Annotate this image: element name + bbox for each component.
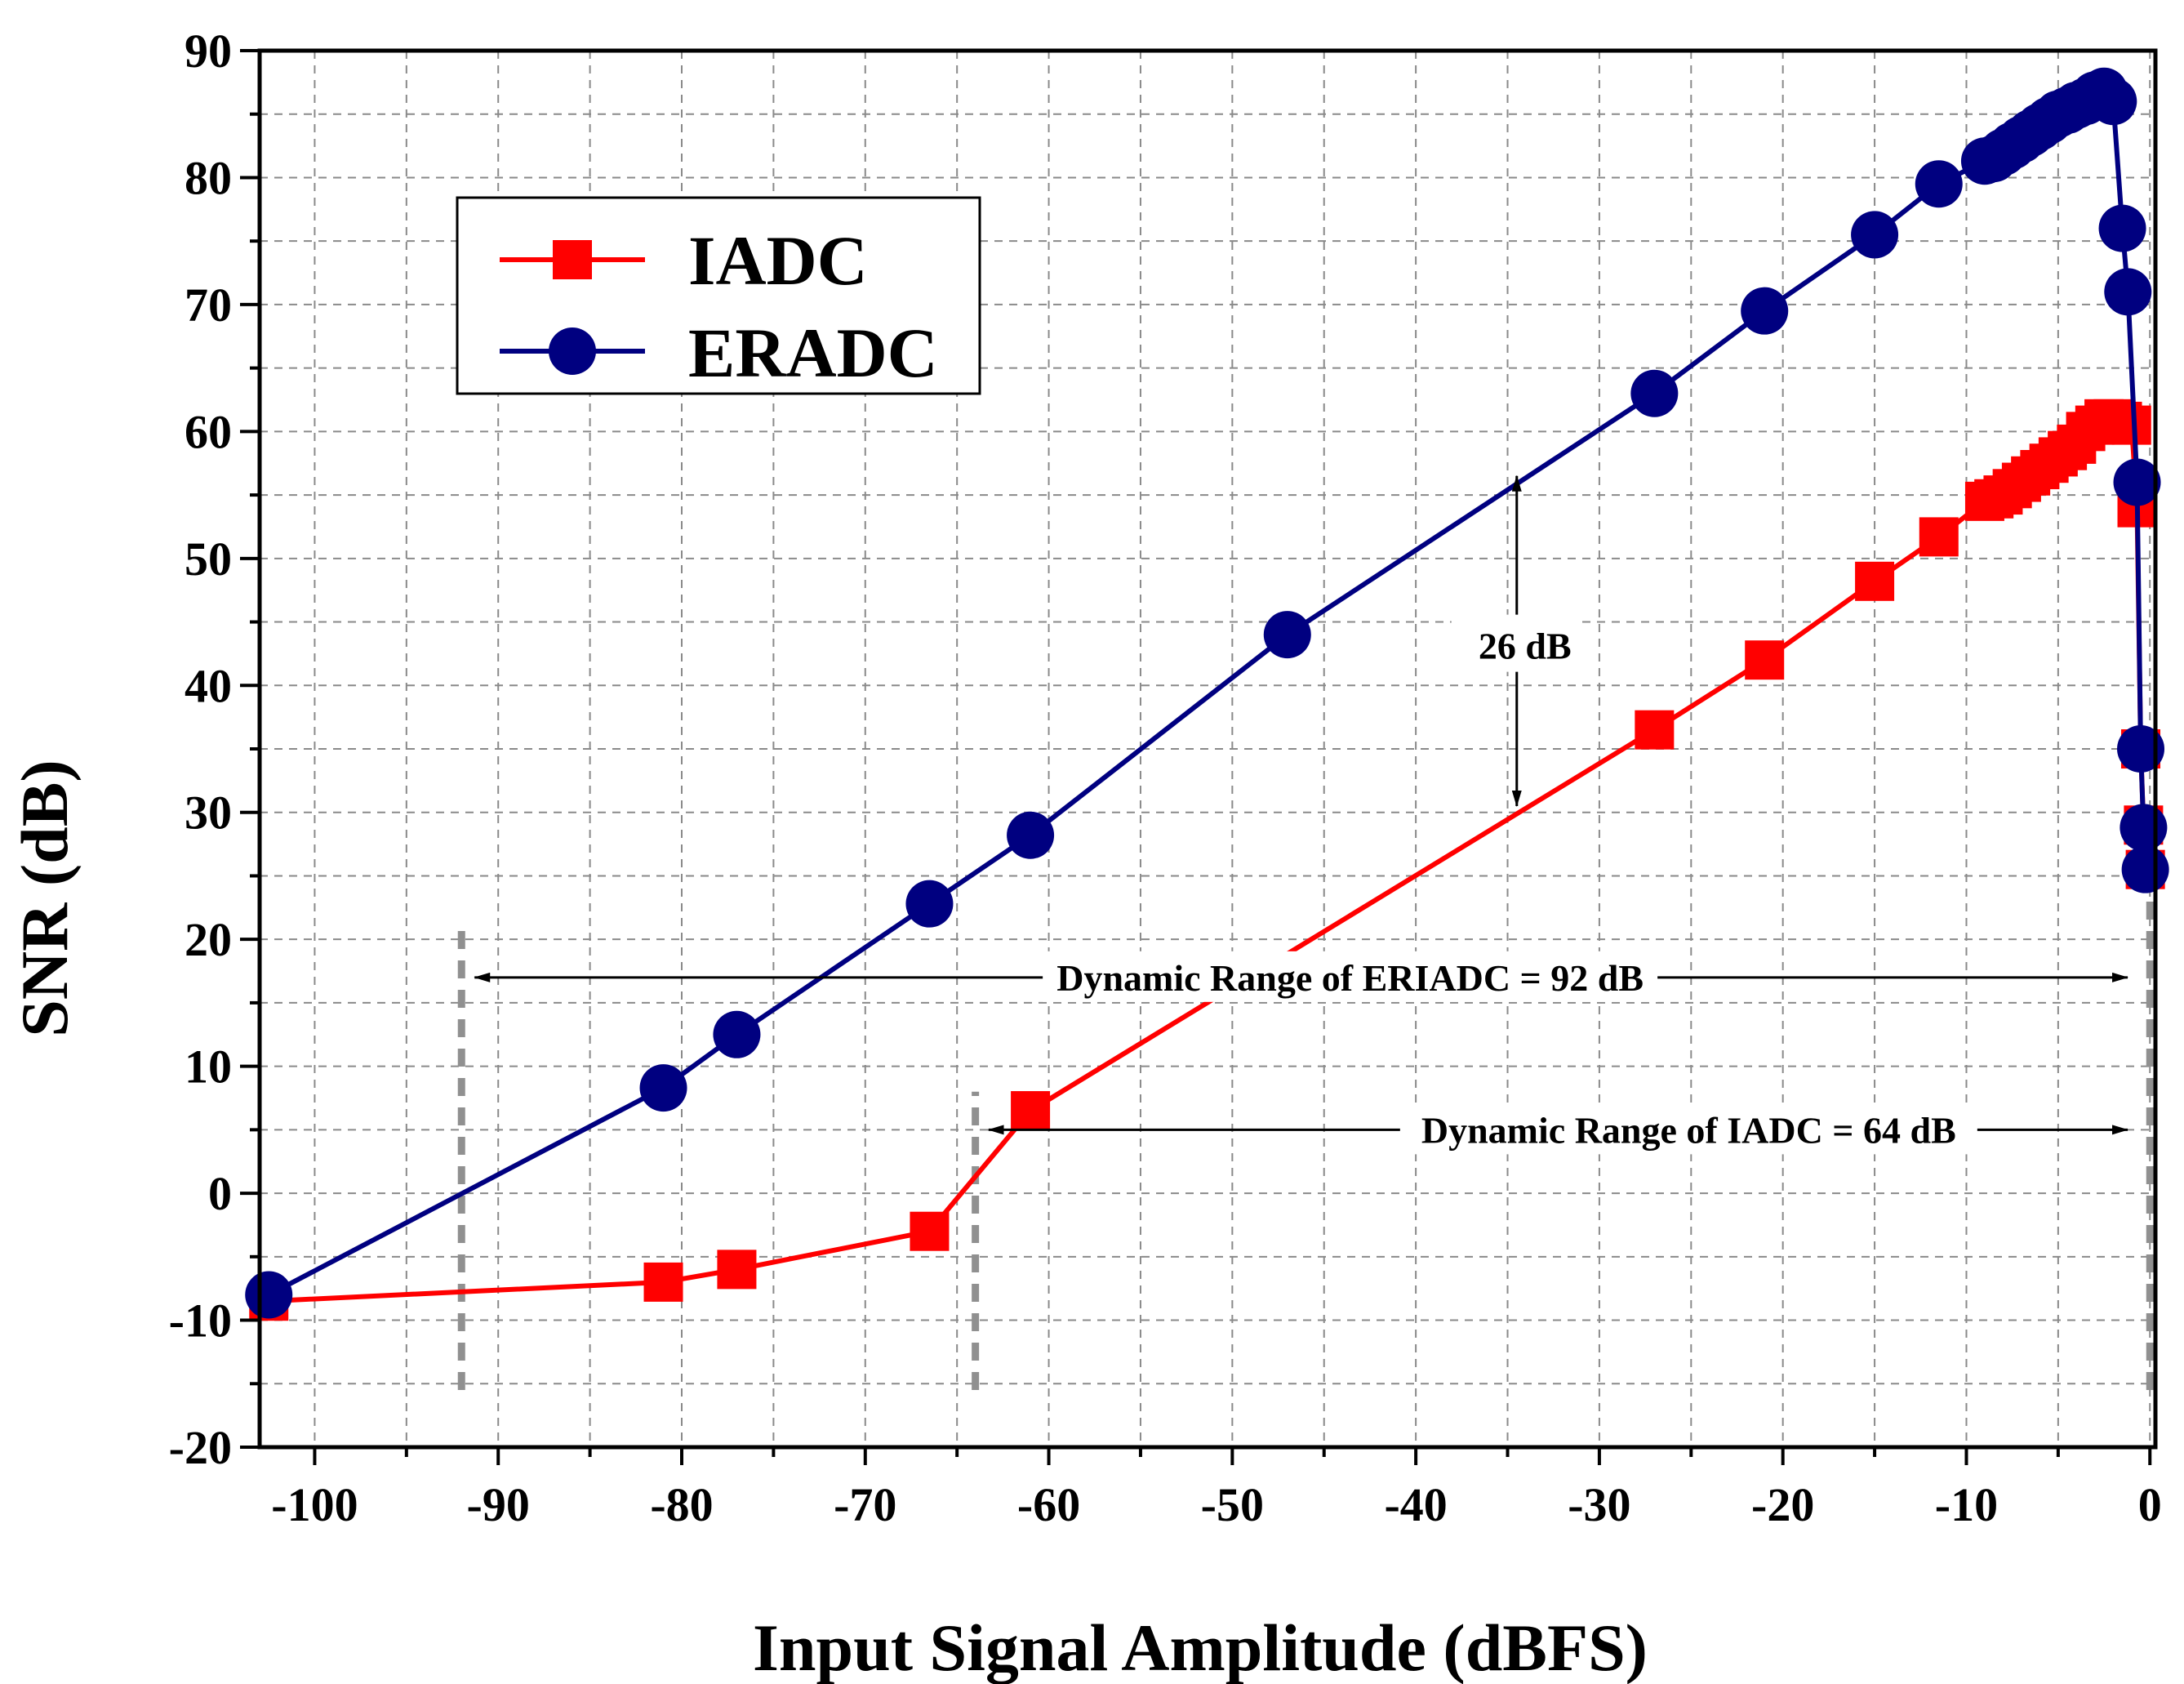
annotations: 26 dB Dynamic Range of ERIADC = 92 dB Dyna… <box>474 474 2129 1155</box>
data-point-eradc <box>1741 287 1789 335</box>
y-tick-label: 30 <box>185 786 232 840</box>
x-tick-label: -40 <box>1384 1478 1447 1531</box>
legend-marker-eradc <box>549 327 596 375</box>
data-point-eradc <box>245 1271 293 1319</box>
data-point-eradc <box>905 880 954 928</box>
legend-box <box>456 196 981 395</box>
annotation-label-bg <box>1043 951 1658 1002</box>
data-point-eradc <box>1007 811 1055 859</box>
x-tick-label: -80 <box>650 1478 713 1531</box>
data-point-iadc <box>1635 710 1675 750</box>
y-tick-label: 50 <box>185 532 232 586</box>
data-point-iadc <box>643 1262 683 1302</box>
annotation-label-bg <box>1451 614 1582 672</box>
y-axis-title: SNR (dB) <box>7 760 82 1036</box>
data-point-eradc <box>2117 725 2165 773</box>
x-axis-title: Input Signal Amplitude (dBFS) <box>753 1610 1648 1684</box>
data-point-eradc <box>2104 268 2152 316</box>
y-tick-label: 70 <box>185 278 232 332</box>
data-point-iadc <box>717 1250 757 1290</box>
annotation: 26 dB <box>1451 474 1582 807</box>
data-point-eradc <box>1851 211 1899 259</box>
data-point-eradc <box>2113 458 2161 506</box>
axes: -100 -90 -80 -70 -60 -50 -40 -30 -20 -10 0-20-1001… <box>169 25 2162 1531</box>
annotation: Dynamic Range of ERIADC = 92 dB <box>474 951 2129 1002</box>
y-tick-label: -20 <box>169 1421 232 1474</box>
x-tick-label: -90 <box>467 1478 530 1531</box>
x-tick-label: 0 <box>2138 1478 2162 1531</box>
y-tick-label: 20 <box>185 913 232 966</box>
data-point-eradc <box>639 1064 687 1112</box>
annotation-label: Dynamic Range of IADC = 64 dB <box>1421 1109 1956 1151</box>
data-point-eradc <box>1630 369 1679 417</box>
data-point-iadc <box>1745 640 1785 680</box>
annotation: Dynamic Range of IADC = 64 dB <box>987 1103 2129 1155</box>
annotation-label: 26 dB <box>1479 626 1572 667</box>
data-point-eradc <box>2098 204 2146 252</box>
data-point-iadc <box>1855 561 1895 601</box>
data-point-iadc <box>910 1211 950 1251</box>
data-point-eradc <box>2121 845 2169 893</box>
y-tick-label: -10 <box>169 1294 232 1348</box>
data-point-iadc <box>1011 1091 1051 1131</box>
y-tick-label: 0 <box>208 1167 232 1220</box>
data-point-eradc <box>2120 804 2168 852</box>
y-tick-label: 60 <box>185 405 232 458</box>
data-point-eradc <box>1915 160 1963 208</box>
legend-marker-iadc <box>553 240 592 279</box>
data-point-eradc <box>2089 78 2137 126</box>
data-point-iadc <box>1919 517 1959 557</box>
x-tick-label: -70 <box>834 1478 896 1531</box>
x-tick-label: -50 <box>1201 1478 1264 1531</box>
legend-label-iadc: IADC <box>688 221 868 300</box>
data-point-eradc <box>713 1010 761 1058</box>
y-tick-label: 40 <box>185 659 232 712</box>
x-tick-label: -100 <box>271 1478 358 1531</box>
legend: IADC ERADC <box>456 196 981 395</box>
annotation-label: Dynamic Range of ERIADC = 92 dB <box>1056 957 1644 999</box>
reference-lines <box>457 862 2154 1391</box>
data-point-eradc <box>1263 611 1311 659</box>
y-tick-label: 90 <box>185 25 232 78</box>
legend-label-eradc: ERADC <box>688 314 938 392</box>
x-tick-label: -20 <box>1751 1478 1814 1531</box>
y-tick-label: 80 <box>185 151 232 204</box>
x-tick-label: -60 <box>1017 1478 1080 1531</box>
x-tick-label: -10 <box>1935 1478 1998 1531</box>
y-tick-label: 10 <box>185 1040 232 1094</box>
x-tick-label: -30 <box>1568 1478 1630 1531</box>
annotation-label-bg <box>1399 1103 1977 1155</box>
